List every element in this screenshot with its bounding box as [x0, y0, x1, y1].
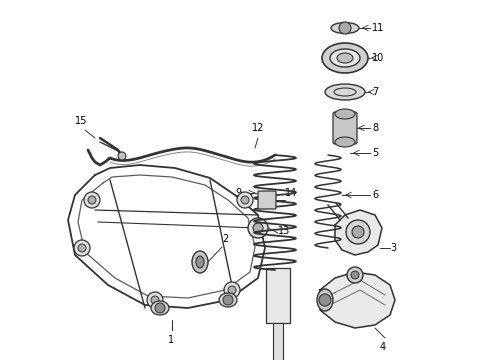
Text: 12: 12 — [252, 123, 265, 133]
Circle shape — [262, 195, 272, 205]
Ellipse shape — [317, 289, 333, 311]
Text: 5: 5 — [372, 148, 378, 158]
FancyBboxPatch shape — [266, 268, 290, 323]
Circle shape — [351, 271, 359, 279]
Circle shape — [118, 152, 126, 160]
Circle shape — [84, 192, 100, 208]
Circle shape — [346, 220, 370, 244]
Ellipse shape — [335, 137, 355, 147]
Ellipse shape — [196, 256, 204, 268]
Circle shape — [248, 218, 268, 238]
Circle shape — [223, 295, 233, 305]
Ellipse shape — [219, 293, 237, 307]
Circle shape — [151, 296, 159, 304]
Circle shape — [78, 244, 86, 252]
Circle shape — [237, 192, 253, 208]
Ellipse shape — [335, 109, 355, 119]
Ellipse shape — [322, 43, 368, 73]
Text: 10: 10 — [372, 53, 384, 63]
FancyBboxPatch shape — [258, 191, 276, 209]
Circle shape — [347, 267, 363, 283]
Circle shape — [228, 286, 236, 294]
Text: 14: 14 — [285, 188, 297, 198]
Text: 6: 6 — [372, 190, 378, 200]
Circle shape — [147, 292, 163, 308]
Circle shape — [241, 196, 249, 204]
Text: 3: 3 — [390, 243, 396, 253]
Circle shape — [88, 196, 96, 204]
Text: 8: 8 — [372, 123, 378, 133]
Polygon shape — [335, 210, 382, 255]
Ellipse shape — [151, 301, 169, 315]
Ellipse shape — [325, 84, 365, 100]
Circle shape — [253, 223, 263, 233]
Ellipse shape — [192, 251, 208, 273]
Ellipse shape — [330, 49, 360, 67]
Text: 1: 1 — [168, 335, 174, 345]
Circle shape — [319, 294, 331, 306]
Text: 15: 15 — [75, 116, 87, 126]
Circle shape — [339, 22, 351, 34]
Ellipse shape — [337, 53, 353, 63]
FancyBboxPatch shape — [333, 112, 357, 144]
Circle shape — [155, 303, 165, 313]
Text: 2: 2 — [222, 234, 228, 244]
Circle shape — [224, 282, 240, 298]
Text: 9: 9 — [235, 188, 241, 198]
Text: 13: 13 — [278, 226, 290, 236]
Polygon shape — [320, 272, 395, 328]
Circle shape — [352, 226, 364, 238]
Text: 7: 7 — [372, 87, 378, 97]
Text: 4: 4 — [380, 342, 386, 352]
Circle shape — [74, 240, 90, 256]
FancyBboxPatch shape — [273, 323, 283, 360]
Ellipse shape — [331, 22, 359, 33]
Text: 11: 11 — [372, 23, 384, 33]
